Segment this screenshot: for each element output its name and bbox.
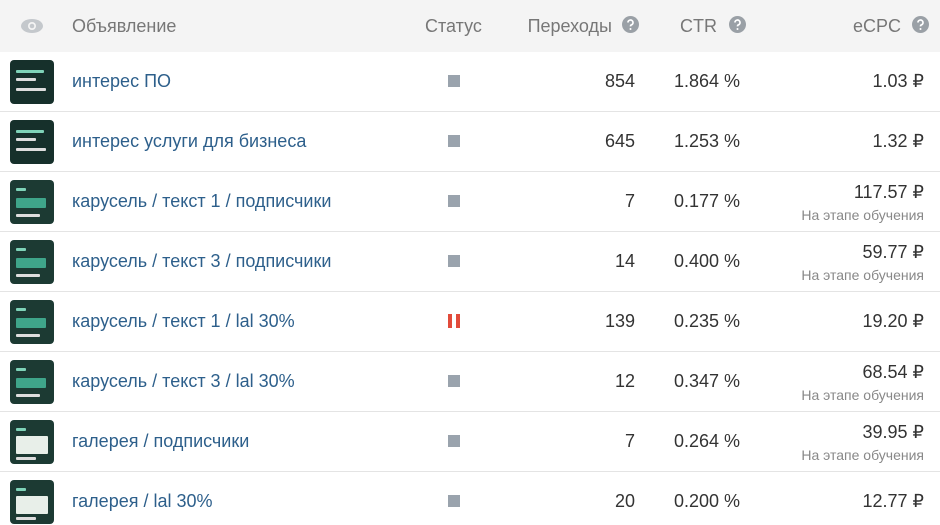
ctr: 0.264 %	[674, 431, 741, 451]
ad-name[interactable]: галерея / подписчики	[72, 431, 250, 451]
clicks: 7	[624, 431, 635, 451]
ad-row[interactable]: карусель / текст 3 / подписчики 14 0.400…	[0, 232, 940, 292]
thumbnail	[10, 60, 54, 104]
clicks: 139	[604, 311, 635, 331]
eye-icon[interactable]	[20, 17, 44, 35]
ctr: 1.253 %	[674, 131, 741, 151]
help-icon[interactable]	[912, 16, 929, 33]
ad-name[interactable]: карусель / текст 3 / lal 30%	[72, 371, 295, 391]
help-icon[interactable]	[729, 16, 746, 33]
ad-name[interactable]: карусель / текст 1 / подписчики	[72, 191, 332, 211]
thumbnail	[10, 300, 54, 344]
ctr: 0.347 %	[674, 371, 741, 391]
header-clicks[interactable]: Переходы	[527, 16, 612, 36]
header-ad[interactable]: Объявление	[72, 16, 177, 36]
thumbnail	[10, 240, 54, 284]
ctr: 0.200 %	[674, 491, 741, 511]
status-active[interactable]	[447, 314, 461, 328]
ad-name[interactable]: карусель / текст 3 / подписчики	[72, 251, 332, 271]
header-ctr[interactable]: CTR	[680, 16, 717, 36]
status-stopped	[448, 135, 460, 147]
ecpc: 19.20 ₽	[862, 311, 925, 331]
ecpc: 117.57 ₽	[853, 182, 924, 202]
ecpc: 12.77 ₽	[862, 491, 925, 511]
clicks: 12	[614, 371, 635, 391]
ad-row[interactable]: интерес ПО 854 1.864 % 1.03 ₽	[0, 52, 940, 112]
ctr: 0.400 %	[674, 251, 741, 271]
thumbnail	[10, 360, 54, 404]
ecpc: 68.54 ₽	[862, 362, 925, 382]
learning-note: На этапе обучения	[801, 207, 924, 223]
thumbnail	[10, 180, 54, 224]
clicks: 7	[624, 191, 635, 211]
ecpc: 1.32 ₽	[872, 131, 925, 151]
status-stopped	[448, 195, 460, 207]
ecpc: 59.77 ₽	[862, 242, 925, 262]
ad-name[interactable]: интерес услуги для бизнеса	[72, 131, 307, 151]
status-stopped	[448, 495, 460, 507]
ctr: 0.177 %	[674, 191, 741, 211]
ad-row[interactable]: галерея / lal 30% 20 0.200 % 12.77 ₽	[0, 472, 940, 525]
clicks: 854	[604, 71, 635, 91]
learning-note: На этапе обучения	[801, 447, 924, 463]
ctr: 1.864 %	[674, 71, 741, 91]
status-stopped	[448, 375, 460, 387]
learning-note: На этапе обучения	[801, 387, 924, 403]
ad-row[interactable]: карусель / текст 3 / lal 30% 12 0.347 % …	[0, 352, 940, 412]
status-stopped	[448, 255, 460, 267]
ecpc: 39.95 ₽	[862, 422, 925, 442]
thumbnail	[10, 420, 54, 464]
table-header: Объявление Статус Переходы CTR eCPC	[0, 0, 940, 52]
clicks: 645	[604, 131, 635, 151]
learning-note: На этапе обучения	[801, 267, 924, 283]
ad-name[interactable]: карусель / текст 1 / lal 30%	[72, 311, 295, 331]
thumbnail	[10, 120, 54, 164]
status-stopped	[448, 75, 460, 87]
clicks: 14	[614, 251, 635, 271]
ad-row[interactable]: карусель / текст 1 / подписчики 7 0.177 …	[0, 172, 940, 232]
header-status[interactable]: Статус	[425, 16, 482, 36]
thumbnail	[10, 480, 54, 524]
ecpc: 1.03 ₽	[872, 71, 925, 91]
help-icon[interactable]	[622, 16, 639, 33]
ad-name[interactable]: интерес ПО	[72, 71, 172, 91]
header-ecpc[interactable]: eCPC	[852, 16, 901, 36]
ctr: 0.235 %	[674, 311, 741, 331]
clicks: 20	[614, 491, 635, 511]
ad-row[interactable]: карусель / текст 1 / lal 30% 139 0.235 %…	[0, 292, 940, 352]
ad-row[interactable]: интерес услуги для бизнеса 645 1.253 % 1…	[0, 112, 940, 172]
ad-name[interactable]: галерея / lal 30%	[72, 491, 213, 511]
ad-row[interactable]: галерея / подписчики 7 0.264 % 39.95 ₽ Н…	[0, 412, 940, 472]
status-stopped	[448, 435, 460, 447]
